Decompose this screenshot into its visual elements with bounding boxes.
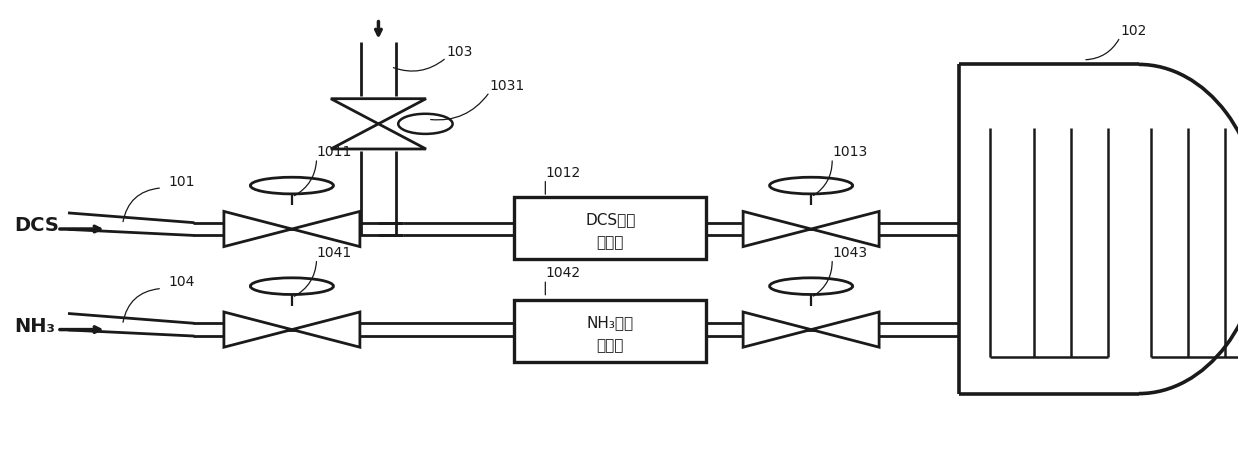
Polygon shape [331,100,426,124]
Text: 1043: 1043 [833,245,867,259]
Ellipse shape [769,178,852,195]
Bar [514,300,706,362]
Ellipse shape [250,178,333,195]
Text: NH₃流量: NH₃流量 [586,314,634,329]
Text: 104: 104 [169,275,195,289]
Ellipse shape [769,278,852,295]
Text: DCS: DCS [14,215,58,235]
Bar [514,197,706,259]
Text: 1042: 1042 [545,266,580,280]
Text: NH₃: NH₃ [14,316,55,335]
Polygon shape [224,312,292,347]
Text: 1041: 1041 [317,245,352,259]
Text: 控制器: 控制器 [596,235,624,249]
Text: 1013: 1013 [833,145,867,159]
Polygon shape [292,212,359,247]
Text: 1031: 1031 [489,78,525,93]
Polygon shape [812,312,880,347]
Text: 102: 102 [1120,24,1146,38]
Text: 103: 103 [446,45,473,58]
Polygon shape [743,212,812,247]
Text: 控制器: 控制器 [596,337,624,352]
Ellipse shape [250,278,333,295]
Polygon shape [331,124,426,150]
Text: DCS流量: DCS流量 [585,212,636,227]
Polygon shape [224,212,292,247]
Polygon shape [743,312,812,347]
Polygon shape [812,212,880,247]
Circle shape [398,115,452,134]
Text: 1012: 1012 [545,165,581,179]
Text: 101: 101 [169,174,195,189]
Polygon shape [292,312,359,347]
Text: 1011: 1011 [317,145,352,159]
